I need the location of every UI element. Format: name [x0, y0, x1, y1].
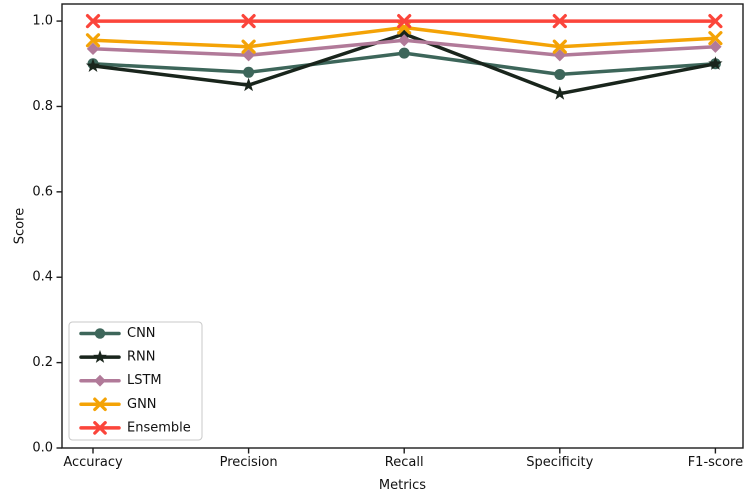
diamond-marker	[398, 34, 411, 47]
series-rnn	[85, 26, 723, 100]
circle-marker	[243, 66, 255, 78]
x-marker	[85, 33, 101, 48]
y-tick-label: 0.6	[32, 184, 53, 199]
legend-item-gnn: GNN	[79, 397, 157, 412]
legend-item-rnn: RNN	[79, 349, 155, 365]
legend-item-ensemble: Ensemble	[79, 420, 191, 435]
diamond-marker	[94, 374, 106, 387]
y-tick-label: 0.0	[32, 441, 53, 456]
x-marker	[241, 13, 256, 29]
circle-marker	[554, 68, 566, 80]
x-tick-label: Recall	[385, 455, 424, 470]
x-marker	[552, 13, 567, 29]
x-marker	[708, 31, 723, 46]
y-axis-label: Score	[13, 208, 28, 244]
y-tick-label: 0.2	[32, 355, 53, 370]
diamond-marker	[86, 42, 100, 56]
y-tick-label: 0.4	[32, 270, 53, 285]
x-tick-label: F1-score	[688, 455, 743, 470]
star-marker	[552, 86, 567, 100]
legend-label: RNN	[127, 350, 155, 365]
x-marker	[241, 39, 256, 54]
x-marker	[85, 13, 101, 29]
legend-item-cnn: CNN	[79, 326, 156, 341]
circle-marker	[94, 328, 106, 339]
legend-box	[68, 321, 203, 441]
star-marker	[85, 58, 101, 72]
x-marker	[93, 397, 107, 412]
star-marker	[241, 77, 256, 92]
star-marker	[93, 349, 107, 363]
star-marker	[708, 56, 723, 70]
legend-label: Ensemble	[127, 420, 191, 435]
x-tick-label: Specificity	[526, 455, 593, 470]
circle-marker	[398, 47, 410, 59]
star-marker	[397, 26, 412, 40]
x-marker	[93, 421, 107, 435]
legend-label: LSTM	[127, 373, 162, 388]
series-gnn	[85, 20, 723, 54]
x-axis: Accuracy Precision Recall Specificity F1-sco…	[63, 448, 743, 470]
legend-item-lstm: LSTM	[79, 373, 162, 388]
x-axis-label: Metrics	[379, 478, 426, 493]
diamond-marker	[553, 49, 566, 62]
y-axis: 0.0 0.2 0.4 0.6 0.8 1.0	[32, 14, 62, 456]
legend-label: GNN	[127, 397, 157, 412]
diamond-marker	[242, 49, 255, 62]
legend-label: CNN	[127, 326, 156, 341]
diamond-marker	[709, 40, 722, 53]
plot-border	[61, 3, 744, 449]
series-ensemble	[85, 13, 723, 29]
series-lstm	[86, 34, 722, 62]
y-tick-label: 1.0	[32, 14, 53, 29]
y-tick-label: 0.8	[32, 99, 53, 114]
x-marker	[552, 39, 567, 54]
x-marker	[708, 13, 723, 29]
x-tick-label: Precision	[220, 455, 278, 470]
legend: CNN RNN LSTM GNN Ensemble	[68, 321, 203, 441]
x-tick-label: Accuracy	[63, 455, 123, 470]
x-marker	[397, 13, 412, 29]
